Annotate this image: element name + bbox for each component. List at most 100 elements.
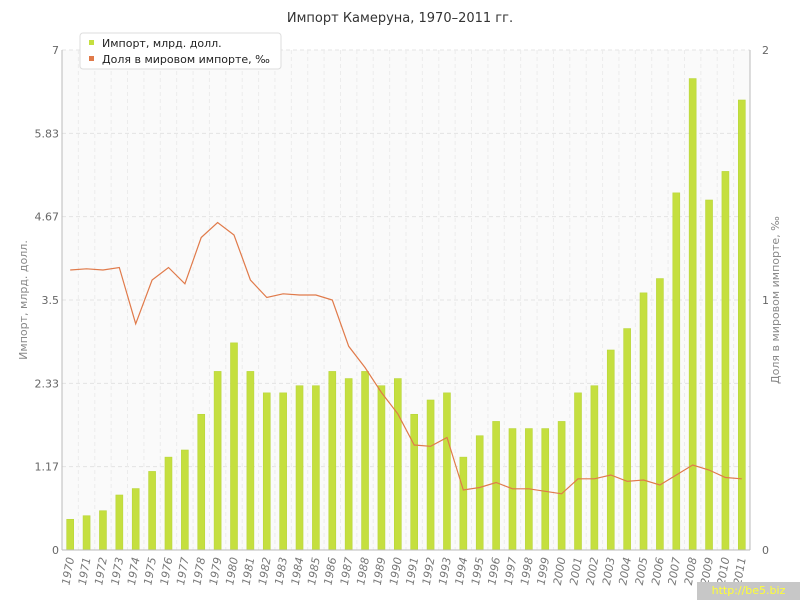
x-tick-label: 1988	[354, 556, 372, 586]
x-tick-label: 1978	[191, 556, 209, 586]
legend-label-share: Доля в мировом импорте, ‰	[102, 53, 270, 66]
y-left-tick-label: 2.33	[35, 377, 60, 390]
legend-box	[79, 32, 282, 70]
bar	[82, 515, 91, 551]
bar	[475, 435, 484, 551]
grid	[61, 49, 751, 551]
bar	[459, 456, 468, 551]
bar	[394, 378, 402, 551]
y-left-tick-label: 4.67	[35, 211, 60, 224]
x-tick-label: 2004	[616, 556, 634, 586]
legend-swatch-share	[89, 56, 94, 61]
bar	[656, 278, 664, 551]
bar	[672, 192, 681, 551]
x-tick-label: 1999	[535, 556, 553, 586]
bar	[623, 328, 631, 551]
y-right-ticks: 0 1 2	[762, 44, 769, 557]
x-tick-label: 1992	[420, 556, 438, 586]
bar	[148, 471, 156, 551]
x-tick-label: 1996	[485, 556, 503, 586]
x-tick-label: 1979	[207, 556, 225, 586]
x-tick-label: 1970	[59, 556, 77, 586]
x-tick-label: 1983	[272, 556, 290, 586]
x-tick-label: 1987	[338, 556, 356, 586]
x-tick-label: 1989	[371, 556, 389, 586]
x-tick-label: 2005	[633, 556, 651, 586]
y-left-tick-label: 5.83	[35, 127, 60, 140]
bar	[410, 413, 418, 551]
x-tick-label: 1971	[76, 556, 94, 586]
x-tick-label: 1981	[240, 556, 258, 586]
y-right-tick-label: 2	[762, 44, 769, 57]
x-tick-label: 1972	[92, 556, 110, 586]
y-left-tick-label: 3.5	[42, 294, 60, 307]
x-tick-label: 2011	[731, 556, 749, 586]
y-right-tick-label: 1	[762, 294, 769, 307]
x-tick-label: 1994	[453, 556, 471, 586]
bar	[721, 171, 730, 551]
bar	[262, 392, 271, 551]
bar	[115, 494, 124, 551]
x-tick-label: 2008	[682, 556, 700, 586]
x-tick-label: 1985	[305, 556, 323, 586]
chart-title: Импорт Камеруна, 1970–2011 гг.	[287, 11, 513, 26]
bar	[705, 199, 713, 551]
bar	[606, 349, 615, 551]
bar	[279, 392, 287, 551]
watermark[interactable]: http://be5.biz	[697, 582, 800, 600]
legend-swatch-import	[89, 40, 94, 45]
share-line	[70, 221, 742, 495]
bars-group	[66, 78, 746, 551]
bar	[197, 413, 206, 551]
y-right-tick-label: 0	[762, 544, 769, 557]
x-tick-label: 1986	[322, 556, 340, 586]
y-left-tick-label: 1.17	[35, 461, 60, 474]
bar	[557, 421, 566, 551]
bar	[164, 456, 173, 551]
x-tick-label: 1980	[223, 556, 241, 586]
x-tick-label: 1976	[158, 556, 176, 586]
axes	[61, 50, 751, 551]
bar	[181, 449, 189, 551]
bar	[492, 421, 500, 551]
bar	[213, 371, 222, 551]
bar	[688, 78, 697, 551]
bar	[344, 378, 353, 551]
y-right-axis-title: Доля в мировом импорте, ‰	[769, 216, 782, 384]
y-left-ticks: 0 1.17 2.33 3.5 4.67 5.83 7	[35, 44, 60, 557]
x-tick-label: 2007	[666, 556, 684, 586]
x-tick-label: 2006	[649, 556, 667, 586]
x-tick-label: 1973	[109, 556, 127, 586]
x-tick-label: 1975	[141, 556, 159, 586]
x-tick-label: 2003	[600, 556, 618, 586]
bar	[328, 371, 337, 551]
line-series-group	[70, 221, 742, 495]
x-tick-label: 2000	[551, 556, 569, 586]
bar	[66, 518, 74, 551]
legend: Импорт, млрд. долл. Доля в мировом импор…	[79, 32, 282, 70]
x-tick-label: 1984	[289, 556, 307, 586]
x-tick-label: 2002	[584, 556, 602, 586]
x-tick-label: 1997	[502, 556, 520, 586]
bar	[590, 385, 599, 551]
bar	[131, 488, 140, 551]
x-tick-label: 1990	[387, 556, 405, 586]
bar	[312, 385, 320, 551]
bar	[738, 99, 746, 551]
bar	[541, 428, 550, 551]
legend-label-import: Импорт, млрд. долл.	[102, 37, 222, 50]
bar	[295, 385, 304, 551]
bar	[230, 342, 238, 551]
bar	[361, 371, 369, 551]
bar	[443, 392, 451, 551]
y-left-tick-label: 0	[52, 544, 59, 557]
bar	[99, 510, 107, 551]
x-tick-label: 2009	[698, 556, 716, 586]
x-tick-label: 1974	[125, 556, 143, 586]
y-left-tick-label: 7	[52, 44, 59, 57]
x-tick-label: 2010	[715, 556, 733, 586]
bar	[377, 385, 386, 551]
bar	[639, 292, 648, 551]
bar	[246, 371, 255, 551]
